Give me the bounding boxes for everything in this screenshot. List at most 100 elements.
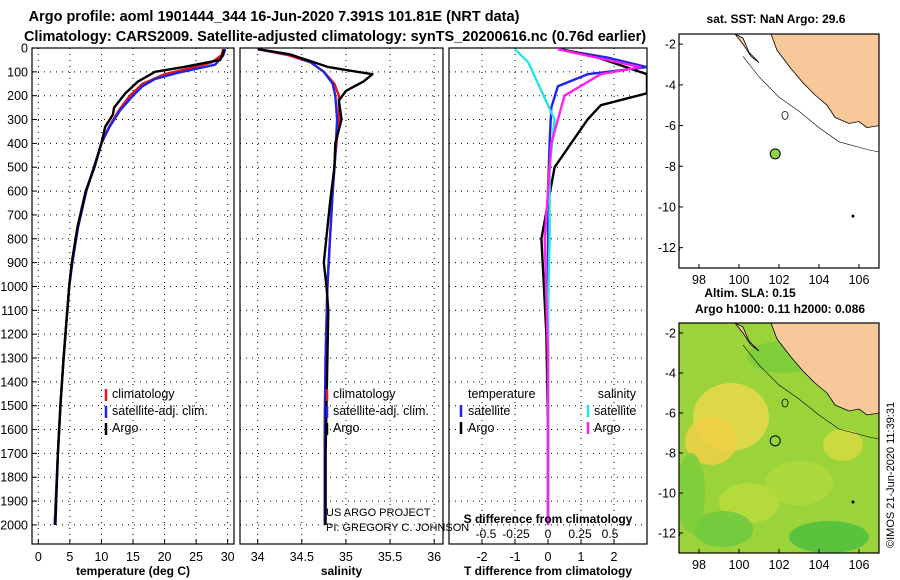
y-tick-label: 1300 xyxy=(0,352,28,366)
y-tick-label: 500 xyxy=(7,161,28,175)
y-tick-label: 1200 xyxy=(0,328,28,342)
series-line-satellite xyxy=(546,48,647,525)
difference-panel: -2 -1 0 1 2T difference from climatology temp… xyxy=(448,47,648,578)
sla-blob xyxy=(789,521,869,553)
x-axis-label: salinity xyxy=(321,564,363,578)
x-tick-label: -1 xyxy=(509,550,520,564)
sst-map-panel: 98 100 102 104 106 -2 -4 -6 -8 -10 -12 sat. SST: Na… xyxy=(658,12,880,287)
header-line2: Climatology: CARS2009. Satellite-adjuste… xyxy=(24,29,646,45)
map-title-line1: Altim. SLA: 0.15 xyxy=(704,286,796,300)
y-tick-label: 1400 xyxy=(0,375,28,389)
y-tick-label: 100 xyxy=(7,65,28,79)
x-tick-label-secondary: -0.25 xyxy=(502,527,530,541)
enggano-island xyxy=(781,110,789,120)
argo-location-marker xyxy=(769,435,781,447)
x-tick-label: 0 xyxy=(545,550,552,564)
legend-label: climatology xyxy=(333,387,396,401)
y-tick-label: -2 xyxy=(665,327,676,341)
y-tick-label: -4 xyxy=(665,367,676,381)
credit-line2: PI: GREGORY C. JOHNSON xyxy=(326,522,469,534)
y-tick-label: 600 xyxy=(7,185,28,199)
sla-blob xyxy=(679,453,705,533)
sla-blob xyxy=(693,511,753,547)
y-tick-label: 800 xyxy=(7,232,28,246)
x-tick-label: 36 xyxy=(427,550,441,564)
y-tick-label: 1700 xyxy=(0,447,28,461)
legend-title-salinity: salinity xyxy=(598,387,637,401)
argo-location-marker xyxy=(769,148,781,160)
x-tick-label-secondary: 0 xyxy=(545,527,552,541)
sla-map-panel: 98 100 102 104 106 -2 -4 -6 -8 -10 -12 Altim. SLA: … xyxy=(658,286,880,572)
x-tick-label: 104 xyxy=(809,558,830,572)
series-line-climatology xyxy=(53,48,225,525)
sumatra-land xyxy=(770,323,879,416)
x-axis-label: T difference from climatology xyxy=(464,564,632,578)
y-tick-label: 1800 xyxy=(0,471,28,485)
x-tick-label: 10 xyxy=(94,550,108,564)
x-tick-label-secondary: 0.5 xyxy=(602,527,619,541)
x-axis-label: temperature (deg C) xyxy=(76,564,190,578)
x-tick-label: 98 xyxy=(692,558,706,572)
y-tick-label: -2 xyxy=(665,38,676,52)
map-title-line2: Argo h1000: 0.11 h2000: 0.086 xyxy=(695,302,865,316)
x-tick-label: 34.5 xyxy=(290,550,314,564)
x-tick-label: 5 xyxy=(66,550,73,564)
sla-blob xyxy=(685,417,737,465)
temperature-panel: 0 5 10 15 20 25 300100200300400500600700800900… xyxy=(0,42,234,579)
y-tick-label: -12 xyxy=(658,241,676,255)
sla-blob xyxy=(765,461,833,505)
legend-label: climatology xyxy=(112,387,175,401)
x-tick-label: 15 xyxy=(126,550,140,564)
legend-title-temperature: temperature xyxy=(468,387,535,401)
y-tick-label: 1600 xyxy=(0,423,28,437)
y-tick-label: 1900 xyxy=(0,495,28,509)
credit-line1: US ARGO PROJECT xyxy=(326,507,431,519)
y-tick-label: -8 xyxy=(665,160,676,174)
y-tick-label: -12 xyxy=(658,527,676,541)
y-tick-label: -4 xyxy=(665,78,676,92)
series-line-argo xyxy=(257,48,374,525)
x-tick-label: 20 xyxy=(158,550,172,564)
legend-label: satellite-adj. clim. xyxy=(112,404,208,418)
map-title: sat. SST: NaN Argo: 29.6 xyxy=(707,12,846,26)
legend-label: Argo xyxy=(333,421,359,435)
y-tick-label: 900 xyxy=(7,256,28,270)
x-tick-label-secondary: -0.5 xyxy=(476,527,497,541)
y-tick-label: 2000 xyxy=(0,518,28,532)
bathymetry-contour xyxy=(742,56,879,153)
legend-label: satellite xyxy=(594,404,636,418)
map-content xyxy=(679,323,879,553)
x-tick-label: 25 xyxy=(189,550,203,564)
x-tick-label: 100 xyxy=(729,558,750,572)
plot-frame xyxy=(239,47,444,545)
x-tick-label: 2 xyxy=(611,550,618,564)
sla-blob xyxy=(823,429,863,461)
series-line-argo xyxy=(54,48,226,525)
legend-label: Argo xyxy=(594,421,620,435)
y-tick-label: -6 xyxy=(665,407,676,421)
y-tick-label: -6 xyxy=(665,119,676,133)
x-axis-label-secondary: S difference from climatology xyxy=(464,512,633,526)
y-tick-label: 0 xyxy=(21,42,28,56)
y-tick-label: 400 xyxy=(7,137,28,151)
x-tick-label: 34 xyxy=(251,550,265,564)
x-tick-label: 98 xyxy=(692,273,706,287)
y-tick-label: 1000 xyxy=(0,280,28,294)
x-tick-label: 100 xyxy=(729,273,750,287)
x-tick-label-secondary: 0.25 xyxy=(568,527,592,541)
christmas-island xyxy=(851,214,855,218)
bathymetry-contour xyxy=(742,344,879,440)
christmas-island xyxy=(851,500,855,504)
mentawai-islands xyxy=(734,323,760,352)
x-tick-label: 102 xyxy=(769,273,790,287)
x-tick-label: 0 xyxy=(35,550,42,564)
enggano-island xyxy=(781,398,789,408)
x-tick-label: 30 xyxy=(221,550,235,564)
y-tick-label: -8 xyxy=(665,447,676,461)
legend-label: Argo xyxy=(468,421,494,435)
y-tick-label: -10 xyxy=(658,200,676,214)
y-tick-label: 1500 xyxy=(0,399,28,413)
salinity-panel: 34 34.5 35 35.5 36 salinity climatology satelli… xyxy=(239,47,444,578)
legend-label: satellite-adj. clim. xyxy=(333,404,429,418)
